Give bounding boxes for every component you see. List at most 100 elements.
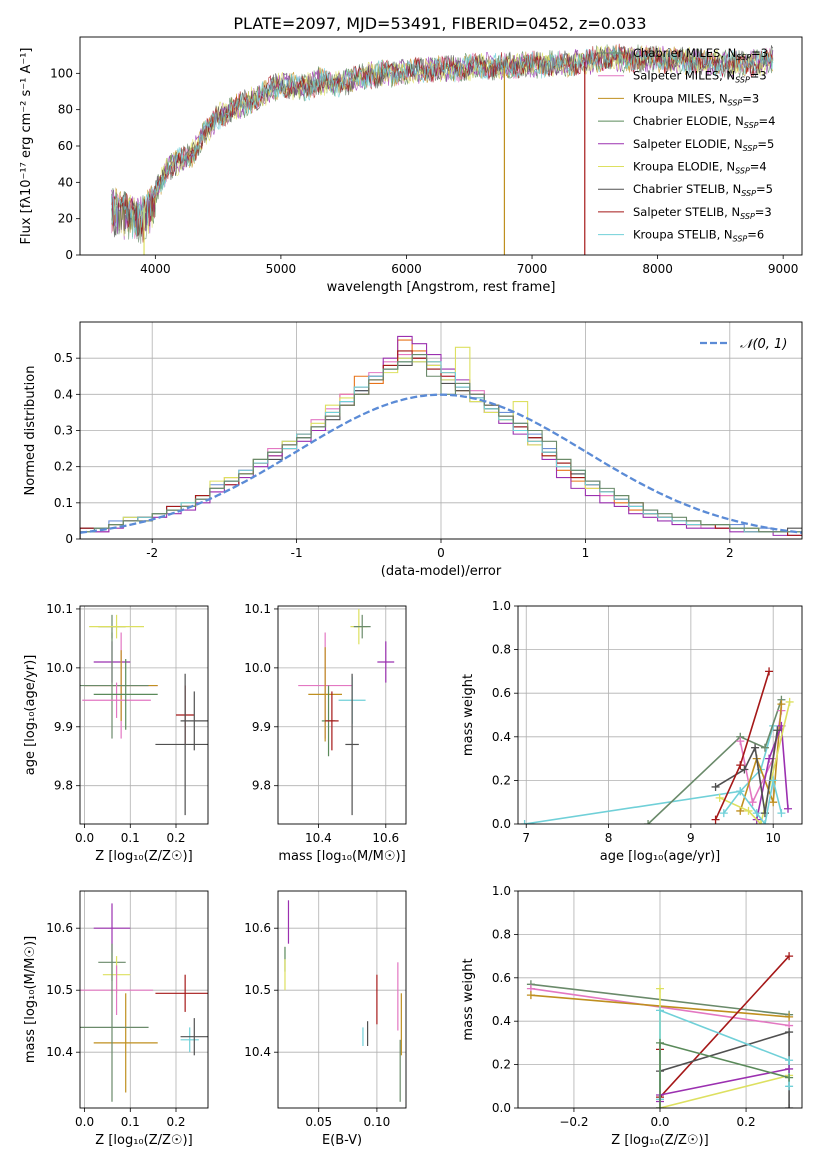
- weight-marker: [773, 726, 782, 735]
- weight-marker: [751, 743, 760, 752]
- z-mass-frame: [79, 890, 209, 1109]
- age-weight-ytick-label: 0.4: [492, 730, 511, 744]
- weight-series-line: [723, 780, 783, 824]
- z-mass-ytick-label: 10.5: [46, 983, 73, 997]
- z-age-ylabel: age [log₁₀(age/yr)]: [23, 655, 38, 776]
- legend-subscript: SSP: [735, 76, 750, 85]
- residuals-ytick-label: 0.4: [54, 387, 73, 401]
- z-age-ytick-label: 10.1: [46, 602, 73, 616]
- legend-value: =3: [751, 46, 768, 60]
- weight-marker: [777, 809, 786, 818]
- weight-marker: [656, 1006, 664, 1015]
- z-weight-xtick-label: 0.2: [737, 1115, 756, 1129]
- ebv-mass-plot-area: [284, 900, 402, 1102]
- residuals-xtick-label: -2: [146, 546, 158, 560]
- ebv-mass-xtick-label: 0.10: [364, 1115, 391, 1129]
- legend-text: Chabrier MILES, N: [633, 46, 736, 60]
- spectrum-xtick-label: 9000: [768, 262, 799, 276]
- spectrum-legend-label: Salpeter MILES, NSSP=3: [633, 69, 767, 85]
- legend-subscript: SSP: [743, 144, 758, 153]
- residuals-ylabel: Normed distribution: [23, 366, 38, 496]
- mass-age-ytick-label: 10.0: [244, 661, 271, 675]
- weight-marker: [715, 793, 724, 802]
- z-weight-ytick-label: 0.8: [492, 927, 511, 941]
- weight-marker: [526, 991, 535, 1000]
- z-weight-frame: [517, 890, 803, 1109]
- spectrum-legend-label: Kroupa ELODIE, NSSP=4: [633, 160, 767, 176]
- weight-marker: [785, 1056, 794, 1065]
- ebv-mass-frame: [277, 890, 407, 1109]
- residuals-ytick-label: 0: [65, 532, 73, 546]
- weight-marker: [736, 787, 745, 796]
- legend-value: =3: [755, 205, 772, 219]
- weight-marker: [769, 798, 778, 807]
- z-mass-xlabel: Z [log₁₀(Z/Z☉)]: [95, 1133, 192, 1148]
- z-age-plot-area: [80, 614, 208, 816]
- weight-series-line: [719, 701, 791, 824]
- weight-marker: [740, 765, 749, 774]
- z-weight-ylabel: mass weight: [461, 958, 476, 1040]
- legend-subscript: SSP: [736, 53, 751, 62]
- weight-marker: [752, 809, 761, 818]
- residuals-xlabel: (data-model)/error: [381, 564, 502, 579]
- weight-marker: [785, 1073, 794, 1082]
- age-weight-ytick-label: 0.6: [492, 686, 511, 700]
- spectrum-legend-label: Salpeter ELODIE, NSSP=5: [633, 137, 774, 153]
- legend-text: Salpeter STELIB, N: [633, 205, 740, 219]
- weight-marker: [785, 1104, 794, 1108]
- z-age-ytick-label: 10.0: [46, 661, 73, 675]
- z-mass-xtick-label: 0.0: [75, 1115, 94, 1129]
- spectrum-legend-label: Kroupa STELIB, NSSP=6: [633, 228, 764, 244]
- weight-marker: [785, 1082, 794, 1091]
- weight-marker: [656, 1038, 664, 1047]
- spectrum-series-line: [111, 46, 774, 239]
- spectrum-legend-label: Chabrier MILES, NSSP=3: [633, 46, 768, 62]
- residuals-ytick-label: 0.1: [54, 496, 73, 510]
- age-weight-ytick-label: 1.0: [492, 599, 511, 613]
- mass-age-ytick-label: 10.1: [244, 602, 271, 616]
- z-age-xtick-label: 0.0: [75, 831, 94, 845]
- spectrum-legend-label: Chabrier ELODIE, NSSP=4: [633, 114, 775, 130]
- weight-series-line: [659, 1009, 790, 1100]
- weight-marker: [736, 761, 745, 770]
- weight-marker: [777, 700, 786, 709]
- legend-subscript: SSP: [744, 121, 759, 130]
- legend-text: Chabrier ELODIE, N: [633, 114, 744, 128]
- z-age-frame: [79, 605, 209, 825]
- z-weight-ytick-label: 0.2: [492, 1058, 511, 1072]
- z-mass-ytick-label: 10.4: [46, 1045, 73, 1059]
- weight-marker: [760, 743, 769, 752]
- z-mass-ytick-label: 10.6: [46, 921, 73, 935]
- weight-series-line: [659, 955, 790, 1100]
- z-mass-xtick-label: 0.2: [166, 1115, 185, 1129]
- residuals-xtick-label: 1: [582, 546, 590, 560]
- spectrum-xlabel: wavelength [Angstrom, rest frame]: [327, 280, 556, 295]
- legend-value: =3: [742, 91, 759, 105]
- weight-marker: [736, 737, 745, 746]
- legend-value: =4: [750, 160, 767, 174]
- z-weight-xtick-label: −0.2: [559, 1115, 588, 1129]
- z-age-xlabel: Z [log₁₀(Z/Z☉)]: [95, 849, 192, 864]
- legend-subscript: SSP: [735, 167, 750, 176]
- ebv-mass-ytick-label: 10.5: [244, 983, 271, 997]
- legend-subscript: SSP: [728, 98, 743, 107]
- age-weight-ytick-label: 0.8: [492, 643, 511, 657]
- residuals-ytick-label: 0.5: [54, 351, 73, 365]
- spectrum-legend-label: Salpeter STELIB, NSSP=3: [633, 205, 772, 221]
- age-weight-xtick-label: 9: [687, 831, 695, 845]
- weight-marker: [785, 1064, 794, 1073]
- legend-text: Kroupa STELIB, N: [633, 228, 733, 242]
- plots-layer: 4000 5000 6000 7000 8000 9000020406080100wave…: [19, 36, 803, 1148]
- weight-marker: [719, 809, 728, 818]
- mass-age-ytick-label: 9.9: [252, 720, 271, 734]
- legend-value: =5: [757, 137, 774, 151]
- weight-marker: [769, 776, 778, 785]
- spectrum-ytick-label: 20: [58, 212, 73, 226]
- age-weight-xtick-label: 10: [766, 831, 781, 845]
- legend-value: =3: [750, 69, 767, 83]
- legend-subscript: SSP: [733, 235, 748, 244]
- residuals-xtick-label: 2: [726, 546, 734, 560]
- age-weight-ytick-label: 0.2: [492, 773, 511, 787]
- legend-text: Chabrier STELIB, N: [633, 182, 741, 196]
- weight-marker: [644, 820, 653, 824]
